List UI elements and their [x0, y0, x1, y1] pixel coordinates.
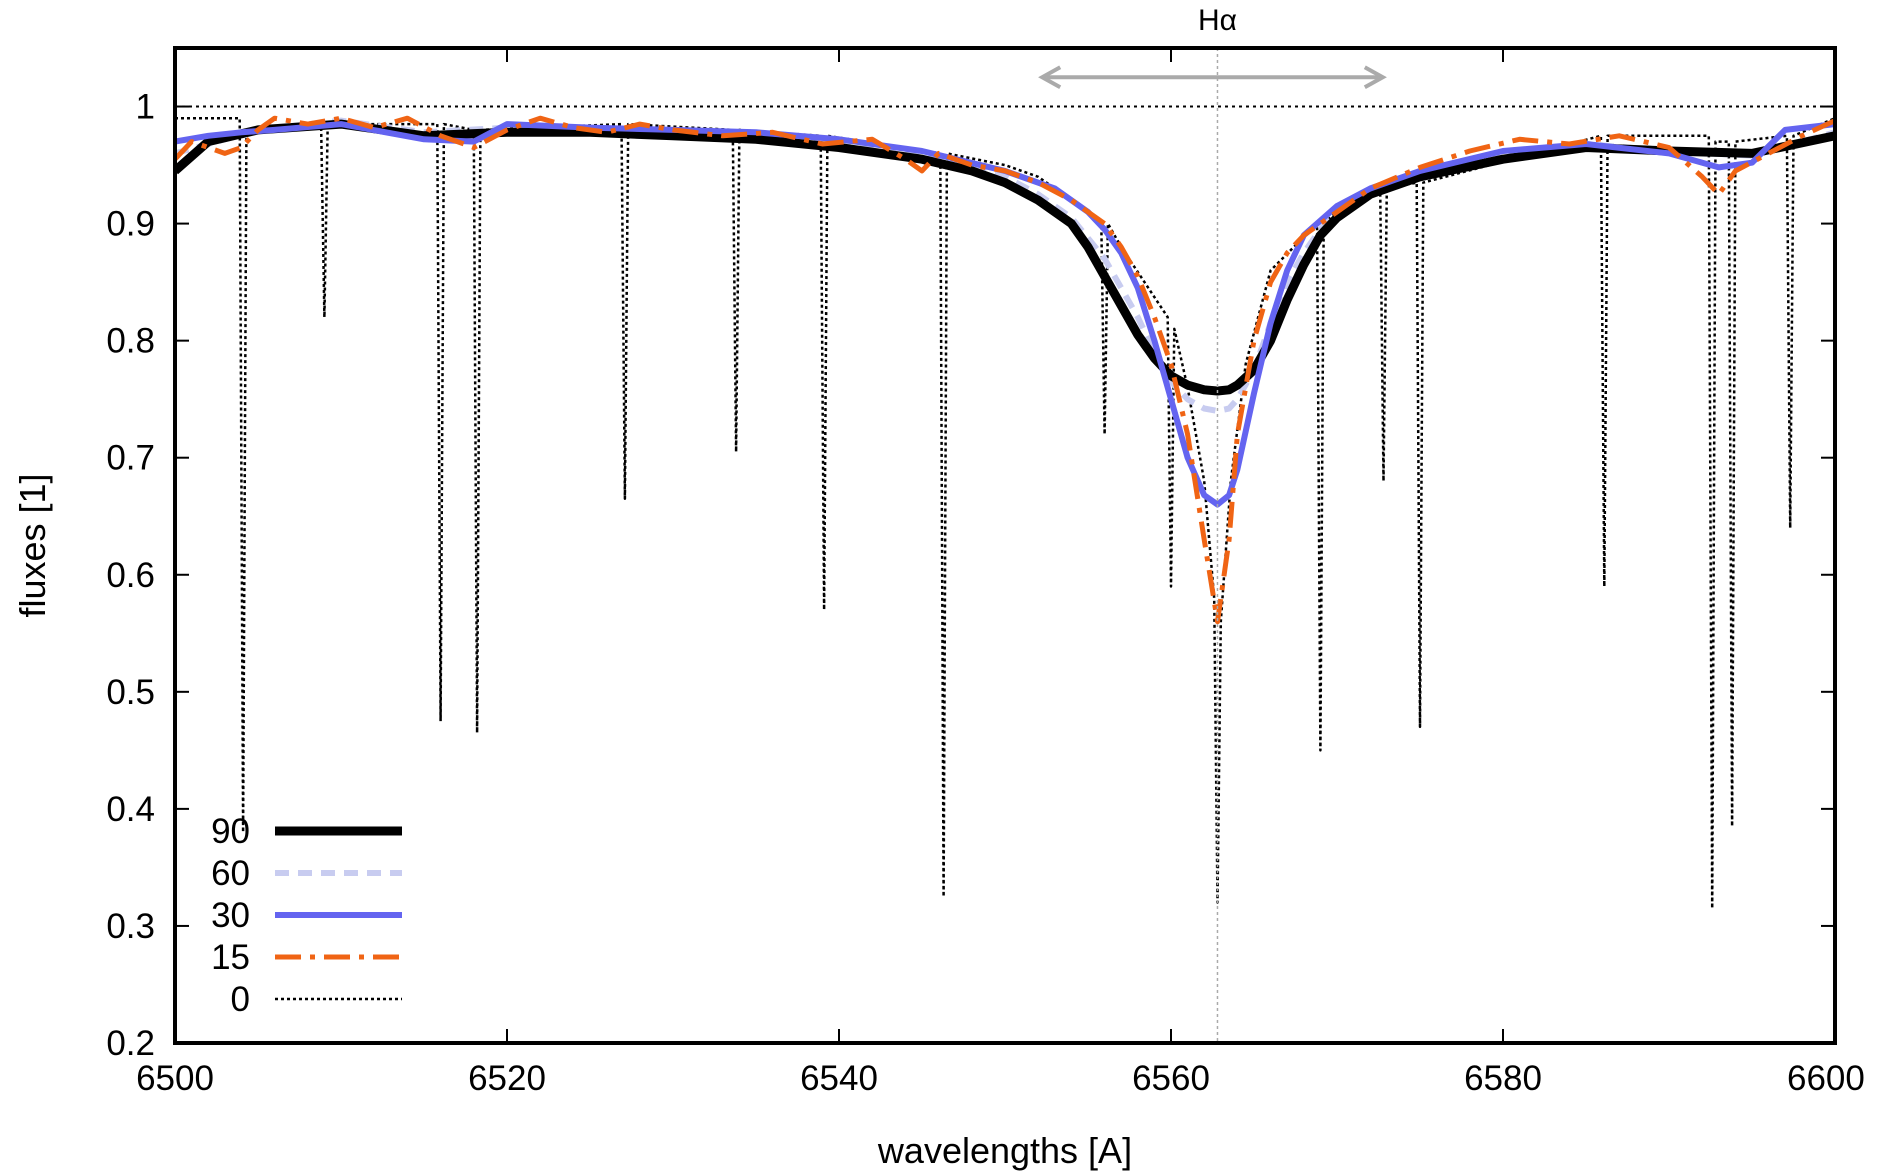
y-tick-label: 0.3	[106, 907, 155, 946]
legend-label-60: 60	[211, 854, 250, 893]
y-tick-label: 0.5	[106, 673, 155, 712]
y-tick-label: 0.8	[106, 322, 155, 361]
legend-label-0: 0	[231, 980, 250, 1019]
x-axis-label: wavelengths [A]	[877, 1130, 1132, 1171]
x-tick-label: 6580	[1464, 1059, 1542, 1098]
y-axis-label: fluxes [1]	[12, 473, 53, 617]
ticks-layer: 6500 6520 6540 6560 6580 6600 0.2 0.3 0.4 0.5 0.6 0…	[106, 48, 1865, 1098]
x-tick-label: 6540	[800, 1059, 878, 1098]
x-tick-label: 6560	[1132, 1059, 1210, 1098]
series-line-0	[175, 116, 1835, 910]
legend-label-90: 90	[211, 812, 250, 851]
series-line-90	[175, 119, 1835, 396]
x-tick-label: 6500	[136, 1059, 214, 1098]
y-tick-label: 0.9	[106, 205, 155, 244]
y-tick-label: 0.7	[106, 439, 155, 478]
series-line-30	[175, 121, 1835, 508]
h-alpha-label: Hα	[1198, 4, 1237, 37]
x-tick-label: 6520	[468, 1059, 546, 1098]
series-layer	[175, 115, 1835, 910]
reference-layer	[175, 48, 1835, 1043]
x-tick-label: 6600	[1787, 1059, 1865, 1098]
series-line-60	[175, 117, 1835, 414]
legend-label-15: 15	[211, 938, 250, 977]
y-tick-label: 0.4	[106, 790, 155, 829]
range-arrow	[1038, 65, 1387, 90]
y-tick-label: 1	[136, 88, 155, 127]
y-tick-label: 0.6	[106, 556, 155, 595]
legend-label-30: 30	[211, 896, 250, 935]
plot-frame	[173, 46, 1837, 1045]
series-line-15	[175, 115, 1835, 625]
y-tick-label: 0.2	[106, 1024, 155, 1063]
